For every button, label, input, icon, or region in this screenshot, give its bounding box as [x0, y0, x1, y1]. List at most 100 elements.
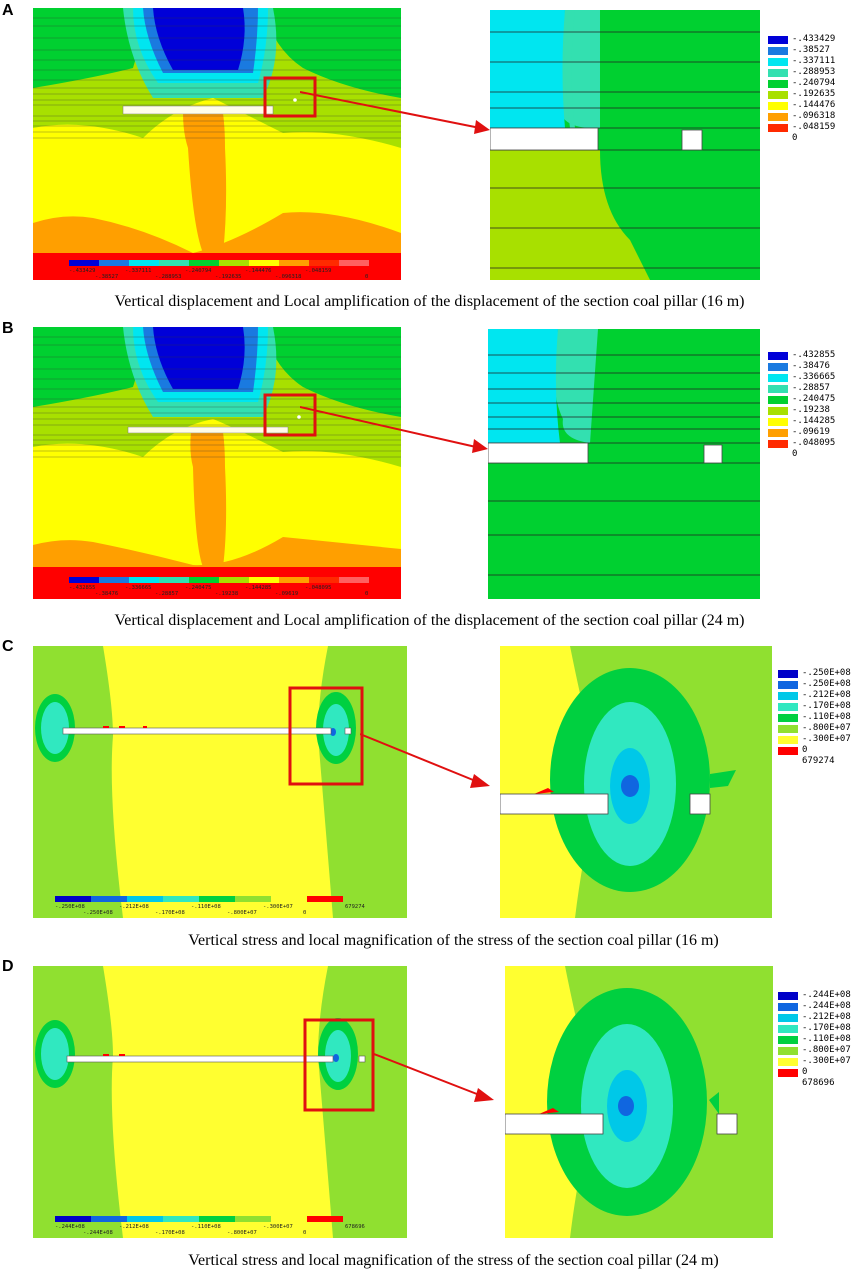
legend-label: -.244E+08: [802, 990, 851, 1000]
legend-label: 0: [792, 133, 798, 143]
bar-tick: -.28857: [155, 591, 178, 597]
bar-tick: -.240475: [185, 585, 212, 591]
legend-label: -.300E+07: [802, 1056, 851, 1066]
legend-label: -.300E+07: [802, 734, 851, 744]
panel-d-arrow: [374, 1053, 494, 1102]
bar-tick: -.250E+08: [83, 910, 113, 916]
panel-letter-c: C: [2, 638, 14, 655]
bar-tick: -.288953: [155, 274, 182, 280]
legend-label: -.170E+08: [802, 1023, 851, 1033]
bar-tick: -.38527: [95, 274, 118, 280]
panel-c-arrow: [360, 733, 490, 788]
panel-a-caption: Vertical displacement and Local amplific…: [114, 293, 745, 310]
panel-c-legend: -.250E+08 -.250E+08 -.212E+08 -.170E+08 …: [778, 668, 851, 767]
legend-label: 0: [802, 1067, 808, 1077]
bar-tick: -.38476: [95, 591, 118, 597]
legend-label: -.144285: [792, 416, 836, 426]
panel-c-highlight-box: [288, 686, 364, 786]
panel-c-zoom-plot: [500, 646, 772, 918]
legend-label: -.110E+08: [802, 712, 851, 722]
bar-tick: -.048159: [305, 268, 332, 274]
bar-tick: -.212E+08: [119, 1224, 149, 1230]
panel-b-highlight-box: [263, 393, 317, 437]
panel-c-caption: Vertical stress and local magnification …: [188, 932, 719, 949]
legend-label: -.09619: [792, 427, 830, 437]
bar-tick: 679274: [345, 904, 366, 910]
panel-c-bottom-colorbar: [55, 896, 343, 902]
legend-label: -.432855: [792, 350, 836, 360]
bar-tick: -.337111: [125, 268, 152, 274]
panel-d-bottom-colorbar: [55, 1216, 343, 1222]
bar-tick: -.192635: [215, 274, 242, 280]
bar-tick: -.300E+07: [263, 1224, 293, 1230]
panel-a-highlight-box: [263, 76, 317, 118]
legend-label: -.38476: [792, 361, 830, 371]
bar-tick: -.244E+08: [83, 1230, 113, 1236]
bar-tick: -.800E+07: [227, 1230, 257, 1236]
bar-tick: 0: [303, 1230, 306, 1236]
legend-label: -.250E+08: [802, 668, 851, 678]
legend-label: 0: [802, 745, 808, 755]
legend-label: -.433429: [792, 34, 836, 44]
bar-tick: -.336665: [125, 585, 152, 591]
legend-label: -.288953: [792, 67, 836, 77]
legend-label: -.800E+07: [802, 723, 851, 733]
panel-b-zoom-plot: [488, 329, 760, 599]
bar-tick: -.250E+08: [55, 904, 85, 910]
panel-d-zoom-plot: [505, 966, 773, 1238]
bar-tick: -.244E+08: [55, 1224, 85, 1230]
bar-tick: -.432855: [69, 585, 96, 591]
bar-tick: -.433429: [69, 268, 96, 274]
legend-label: -.240475: [792, 394, 836, 404]
bar-tick: -.09619: [275, 591, 298, 597]
panel-b-main-plot: -.432855 -.38476 -.336665 -.28857 -.2404…: [33, 327, 401, 599]
panel-b-legend: -.432855 -.38476 -.336665 -.28857 -.2404…: [768, 350, 835, 460]
panel-letter-d: D: [2, 958, 14, 975]
legend-label: -.244E+08: [802, 1001, 851, 1011]
panel-a-legend: -.433429 -.38527 -.337111 -.288953 -.240…: [768, 34, 835, 144]
legend-label: 679274: [802, 756, 835, 766]
legend-label: -.38527: [792, 45, 830, 55]
bar-tick: -.212E+08: [119, 904, 149, 910]
bar-tick: 0: [303, 910, 306, 916]
bar-tick: 0: [365, 591, 368, 597]
bar-tick: 678696: [345, 1224, 365, 1230]
bar-tick: -.170E+08: [155, 1230, 185, 1236]
bar-tick: -.096318: [275, 274, 302, 280]
legend-label: -.048095: [792, 438, 836, 448]
legend-label: -.28857: [792, 383, 830, 393]
legend-label: 678696: [802, 1078, 835, 1088]
panel-d-legend: -.244E+08 -.244E+08 -.212E+08 -.170E+08 …: [778, 990, 851, 1089]
panel-d-main-plot: -.244E+08 -.244E+08 -.212E+08 -.170E+08 …: [33, 966, 407, 1238]
legend-label: -.048159: [792, 122, 836, 132]
bar-tick: -.170E+08: [155, 910, 185, 916]
bar-tick: -.19238: [215, 591, 238, 597]
bar-tick: 0: [365, 274, 368, 280]
legend-label: -.250E+08: [802, 679, 851, 689]
bar-tick: -.300E+07: [263, 904, 293, 910]
legend-label: -.144476: [792, 100, 836, 110]
legend-label: -.110E+08: [802, 1034, 851, 1044]
bar-tick: -.110E+08: [191, 904, 221, 910]
panel-d-highlight-box: [303, 1018, 375, 1112]
panel-b-caption: Vertical displacement and Local amplific…: [114, 612, 745, 629]
legend-label: -.212E+08: [802, 1012, 851, 1022]
panel-letter-b: B: [2, 320, 14, 337]
panel-b-arrow: [300, 406, 488, 453]
legend-label: 0: [792, 449, 798, 459]
panel-a-arrow: [300, 91, 490, 134]
bar-tick: -.048095: [305, 585, 332, 591]
panel-a-bottom-colorbar: [69, 260, 369, 266]
panel-c-main-plot: -.250E+08 -.250E+08 -.212E+08 -.170E+08 …: [33, 646, 407, 918]
legend-label: -.212E+08: [802, 690, 851, 700]
legend-label: -.192635: [792, 89, 836, 99]
legend-label: -.800E+07: [802, 1045, 851, 1055]
panel-d-caption: Vertical stress and local magnification …: [188, 1252, 719, 1269]
panel-a-main-plot: -.433429 -.38527 -.337111 -.288953 -.240…: [33, 8, 401, 280]
legend-label: -.19238: [792, 405, 830, 415]
bar-tick: -.110E+08: [191, 1224, 221, 1230]
panel-letter-a: A: [2, 2, 14, 19]
legend-label: -.240794: [792, 78, 836, 88]
bar-tick: -.240794: [185, 268, 212, 274]
bar-tick: -.800E+07: [227, 910, 257, 916]
